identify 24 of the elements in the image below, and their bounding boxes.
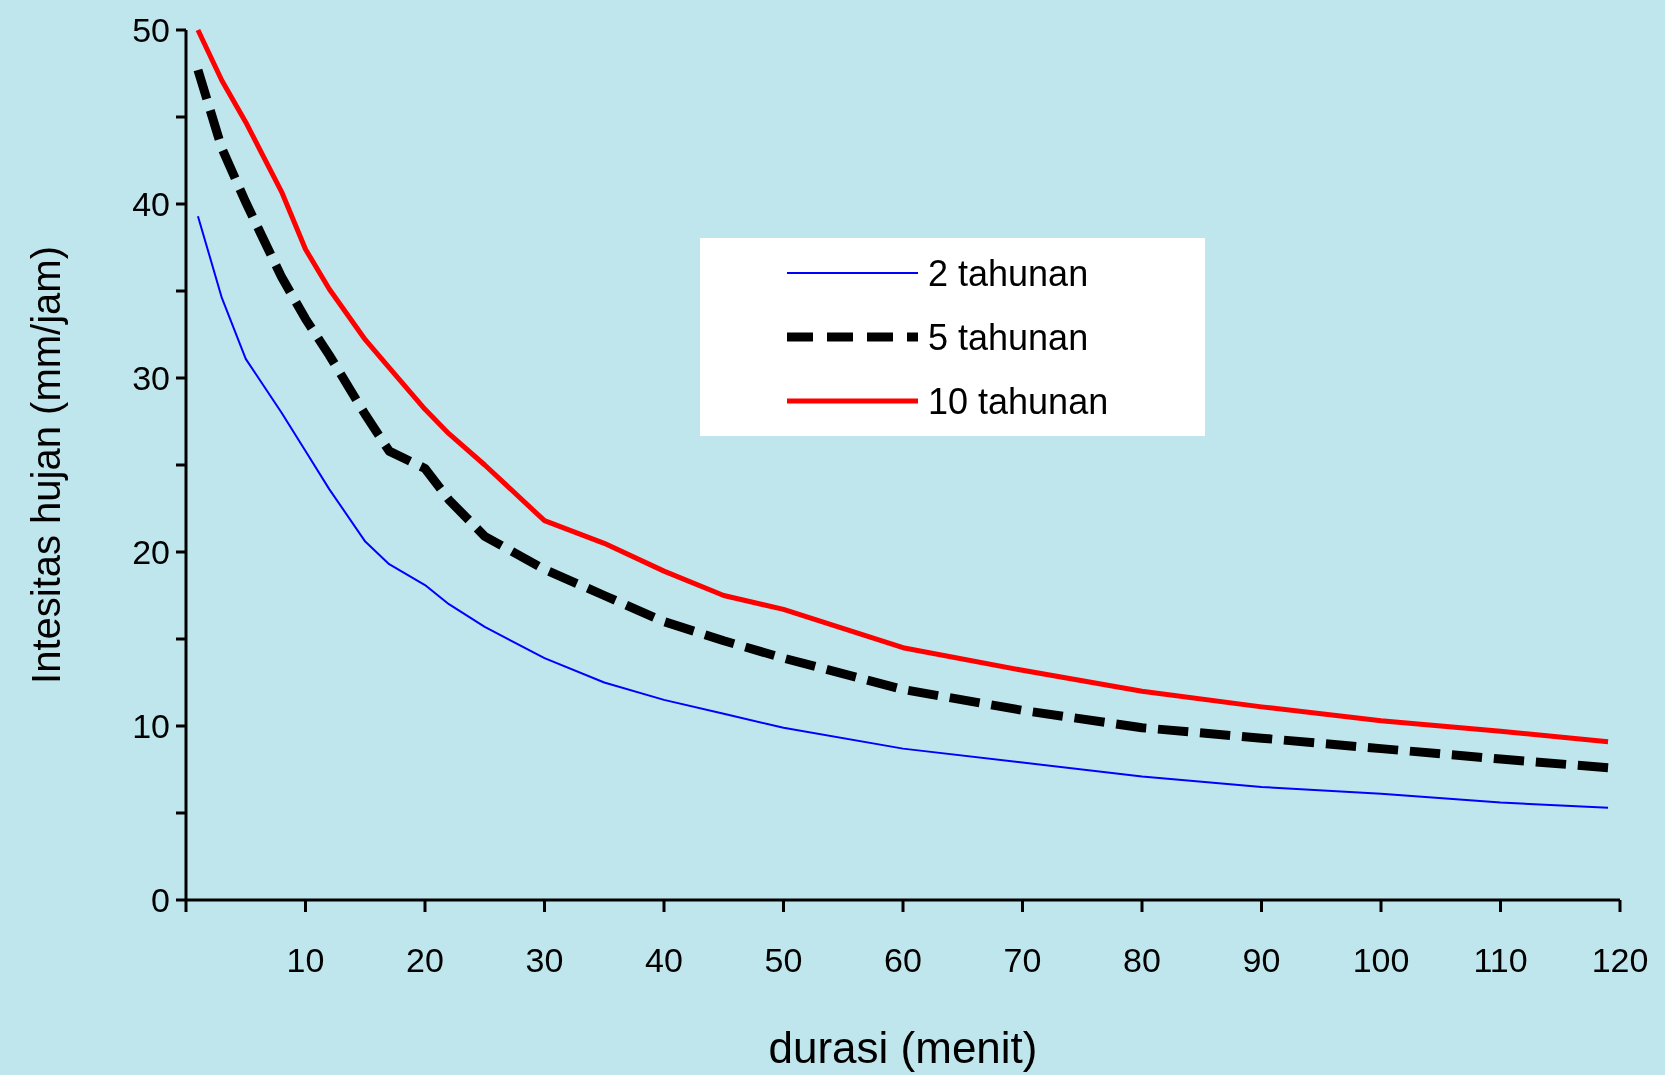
legend-label: 10 tahunan bbox=[928, 380, 1109, 422]
x-axis-title: durasi (menit) bbox=[768, 1023, 1038, 1072]
x-tick-label: 70 bbox=[1003, 941, 1042, 979]
y-axis-title: Intesitas hujan (mm/jam) bbox=[24, 246, 68, 684]
x-tick-label: 10 bbox=[286, 941, 325, 979]
x-tick-label: 30 bbox=[525, 941, 564, 979]
y-tick-label: 20 bbox=[132, 532, 170, 571]
x-tick-label: 110 bbox=[1473, 941, 1528, 979]
x-tick-label: 80 bbox=[1123, 941, 1161, 979]
legend-label: 2 tahunan bbox=[928, 252, 1089, 294]
x-tick-label: 120 bbox=[1591, 941, 1649, 979]
y-tick-label: 0 bbox=[151, 880, 170, 919]
y-tick-label: 50 bbox=[132, 10, 170, 49]
line-series bbox=[196, 215, 1610, 809]
x-tick-label: 90 bbox=[1242, 941, 1281, 979]
legend-label: 5 tahunan bbox=[928, 316, 1089, 358]
x-tick-label: 60 bbox=[884, 941, 922, 979]
x-tick-label: 50 bbox=[764, 941, 803, 979]
x-tick-label: 40 bbox=[645, 941, 683, 979]
y-tick-label: 40 bbox=[132, 184, 170, 223]
x-tick-label: 20 bbox=[406, 941, 444, 979]
y-tick-label: 30 bbox=[132, 358, 170, 397]
x-tick-label: 100 bbox=[1352, 941, 1410, 979]
y-tick-label: 10 bbox=[132, 706, 170, 745]
